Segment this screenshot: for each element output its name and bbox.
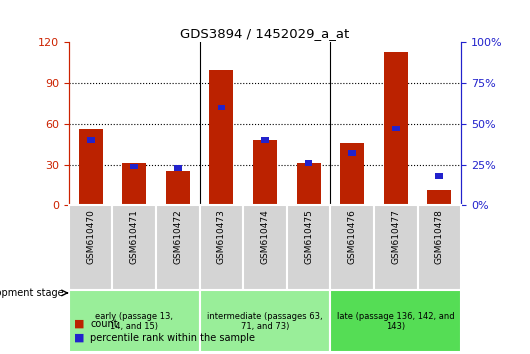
Bar: [69, 205, 112, 290]
Bar: [305, 160, 312, 166]
Bar: [340, 143, 364, 205]
Bar: [130, 164, 138, 169]
Bar: [384, 52, 408, 205]
Bar: [243, 205, 287, 290]
Text: GSM610475: GSM610475: [304, 210, 313, 264]
Text: early (passage 13,
14, and 15): early (passage 13, 14, and 15): [95, 312, 173, 331]
Bar: [427, 190, 452, 205]
Bar: [436, 173, 443, 179]
Title: GDS3894 / 1452029_a_at: GDS3894 / 1452029_a_at: [180, 27, 350, 40]
Bar: [297, 163, 321, 205]
Bar: [330, 205, 374, 290]
Bar: [418, 205, 461, 290]
Text: GSM610477: GSM610477: [391, 210, 400, 264]
Bar: [200, 290, 330, 352]
Bar: [330, 290, 461, 352]
Bar: [261, 137, 269, 143]
Bar: [287, 205, 330, 290]
Text: GSM610473: GSM610473: [217, 210, 226, 264]
Bar: [253, 140, 277, 205]
Bar: [174, 165, 182, 171]
Bar: [392, 126, 400, 131]
Text: intermediate (passages 63,
71, and 73): intermediate (passages 63, 71, and 73): [207, 312, 323, 331]
Bar: [87, 137, 94, 143]
Bar: [69, 290, 200, 352]
Text: GSM610470: GSM610470: [86, 210, 95, 264]
Text: GSM610474: GSM610474: [261, 210, 269, 264]
Bar: [79, 129, 103, 205]
Bar: [122, 163, 146, 205]
Text: GSM610472: GSM610472: [173, 210, 182, 264]
Bar: [348, 150, 356, 156]
Text: GSM610471: GSM610471: [130, 210, 139, 264]
Bar: [112, 205, 156, 290]
Bar: [156, 205, 200, 290]
Text: ■: ■: [74, 333, 85, 343]
Bar: [209, 70, 233, 205]
Text: count: count: [90, 319, 118, 329]
Bar: [374, 205, 418, 290]
Text: development stage: development stage: [0, 288, 64, 298]
Text: GSM610478: GSM610478: [435, 210, 444, 264]
Text: percentile rank within the sample: percentile rank within the sample: [90, 333, 255, 343]
Text: ■: ■: [74, 319, 85, 329]
Text: GSM610476: GSM610476: [348, 210, 357, 264]
Bar: [200, 205, 243, 290]
Text: late (passage 136, 142, and
143): late (passage 136, 142, and 143): [337, 312, 455, 331]
Bar: [166, 171, 190, 205]
Bar: [218, 105, 225, 110]
